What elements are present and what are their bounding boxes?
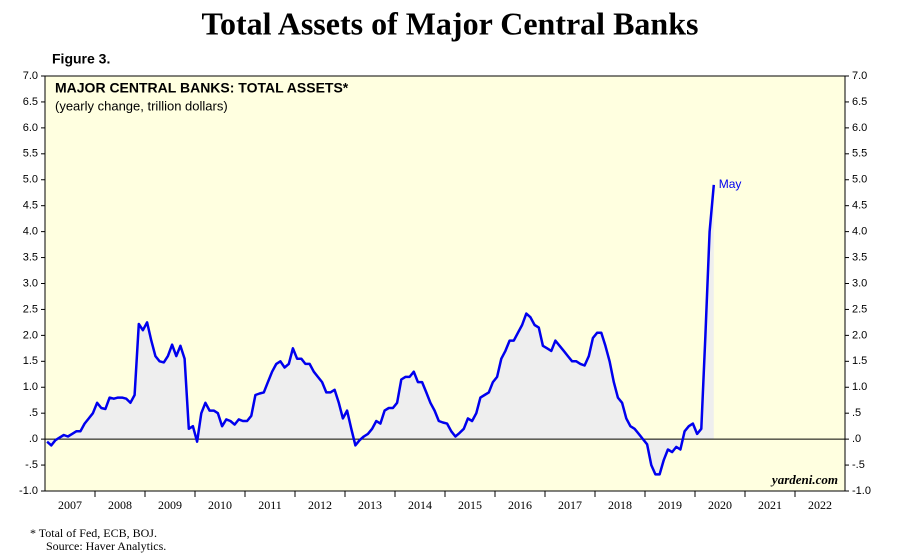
y-tick-label: 1.0 <box>23 381 38 393</box>
y2-tick-label: 4.0 <box>852 226 867 238</box>
x-tick-label: 2010 <box>208 498 232 512</box>
line <box>46 184 716 476</box>
x-tick-label: 2020 <box>708 498 732 512</box>
y-tick-label: 5.0 <box>23 174 38 186</box>
y-tick-label: 7.0 <box>23 70 38 82</box>
y2-tick-label: 7.0 <box>852 70 867 82</box>
x-tick-label: 2017 <box>558 498 582 512</box>
x-tick-label: 2007 <box>58 498 82 512</box>
chart-title: Total Assets of Major Central Banks <box>202 5 699 41</box>
source: Source: Haver Analytics. <box>46 539 166 553</box>
y-tick-label: 6.0 <box>23 122 38 134</box>
y2-tick-label: 3.5 <box>852 251 867 263</box>
y2-tick-label: 1.0 <box>852 381 867 393</box>
x-tick-label: 2022 <box>808 498 832 512</box>
y-tick-label: -.5 <box>25 459 38 471</box>
y-tick-label: 4.0 <box>23 226 38 238</box>
area <box>47 184 714 475</box>
footnote: * Total of Fed, ECB, BOJ. <box>30 526 157 540</box>
y-tick-label: 6.5 <box>23 96 38 108</box>
x-tick-label: 2019 <box>658 498 682 512</box>
x-tick-label: 2013 <box>358 498 382 512</box>
y2-tick-label: .0 <box>852 433 861 445</box>
y-tick-label: 3.5 <box>23 251 38 263</box>
y2-tick-label: -1.0 <box>852 485 871 497</box>
x-tick-label: 2016 <box>508 498 532 512</box>
inner-title: MAJOR CENTRAL BANKS: TOTAL ASSETS* <box>55 80 349 96</box>
x-tick-label: 2012 <box>308 498 332 512</box>
y2-tick-label: 2.5 <box>852 303 867 315</box>
x-tick-label: 2009 <box>158 498 182 512</box>
y-tick-label: 2.5 <box>23 303 38 315</box>
y2-tick-label: 6.0 <box>852 122 867 134</box>
x-tick-label: 2008 <box>108 498 132 512</box>
y-tick-label: 5.5 <box>23 148 38 160</box>
x-tick-label: 2014 <box>408 498 432 512</box>
y-tick-label: .0 <box>29 433 38 445</box>
y2-tick-label: 3.0 <box>852 277 867 289</box>
watermark: yardeni.com <box>770 472 838 487</box>
y-tick-label: 4.5 <box>23 200 38 212</box>
y2-tick-label: -.5 <box>852 459 865 471</box>
y2-tick-label: 1.5 <box>852 355 867 367</box>
y2-tick-label: 5.0 <box>852 174 867 186</box>
figure-label: Figure 3. <box>52 51 110 67</box>
y2-tick-label: 2.0 <box>852 329 867 341</box>
y2-tick-label: 6.5 <box>852 96 867 108</box>
y-tick-label: .5 <box>29 407 38 419</box>
x-tick-label: 2015 <box>458 498 482 512</box>
y-tick-label: 3.0 <box>23 277 38 289</box>
x-tick-label: 2011 <box>258 498 282 512</box>
x-tick-label: 2021 <box>758 498 782 512</box>
annotation: May <box>719 177 742 191</box>
y-tick-label: 1.5 <box>23 355 38 367</box>
y2-tick-label: 5.5 <box>852 148 867 160</box>
y2-tick-label: .5 <box>852 407 861 419</box>
y2-tick-label: 4.5 <box>852 200 867 212</box>
subtitle: (yearly change, trillion dollars) <box>55 98 228 113</box>
y-tick-label: -1.0 <box>19 485 38 497</box>
y-tick-label: 2.0 <box>23 329 38 341</box>
x-tick-label: 2018 <box>608 498 632 512</box>
